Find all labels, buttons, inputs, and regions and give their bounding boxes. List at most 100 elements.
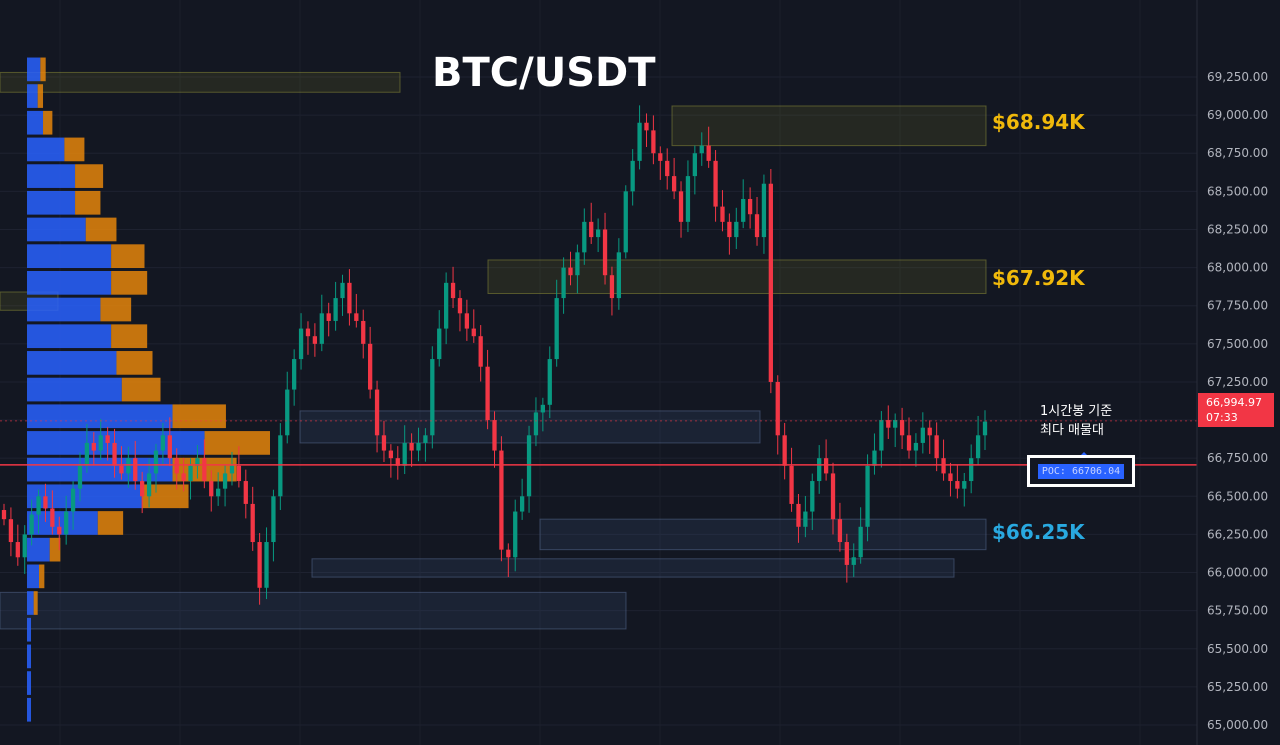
candle-body <box>471 328 476 337</box>
candle-body <box>167 435 172 459</box>
candle-body <box>160 435 166 451</box>
vp-bar-up <box>27 217 86 242</box>
candle-body <box>782 435 787 466</box>
candle-body <box>844 542 849 565</box>
vp-bar-up <box>27 351 117 375</box>
candle-body <box>526 435 532 497</box>
candle-body <box>340 282 345 299</box>
vp-bar-down <box>75 164 104 188</box>
y-tick-label: 68,000.00 <box>1207 261 1268 275</box>
candle-body <box>361 320 366 344</box>
candle-body <box>354 313 359 321</box>
price-axis[interactable]: 69,250.00 69,000.00 68,750.00 68,500.00 68,2… <box>1196 0 1268 745</box>
vp-bar-down <box>40 57 46 82</box>
vp-bar-up <box>27 190 76 215</box>
candle-body <box>982 421 988 436</box>
candle-body <box>865 465 870 527</box>
candle-body <box>257 542 262 588</box>
candle-body <box>430 359 435 436</box>
candle-body <box>36 496 41 515</box>
candle-body <box>561 267 566 299</box>
vp-bar-down <box>172 404 226 429</box>
vp-bar-up <box>27 164 76 188</box>
candle-body <box>969 458 974 482</box>
candle-body <box>153 450 159 474</box>
vp-bar-up <box>27 324 112 349</box>
candle-body <box>906 435 912 451</box>
vp-bar-down <box>111 324 148 349</box>
candle-body <box>699 145 704 154</box>
vp-bar-down <box>75 190 101 215</box>
candle-body <box>298 328 304 360</box>
candle-body <box>927 427 932 436</box>
vp-bar-down <box>116 351 153 375</box>
candle-body <box>84 442 90 466</box>
vp-bar-down <box>100 297 132 322</box>
candle-body <box>837 519 843 543</box>
zone-box <box>671 105 987 147</box>
vp-bar-down <box>43 110 53 135</box>
y-tick-label: 65,000.00 <box>1207 718 1268 732</box>
vp-bar-down <box>204 431 270 455</box>
vp-bar-down <box>111 270 148 295</box>
candle-body <box>450 282 456 299</box>
y-tick-label: 65,250.00 <box>1207 680 1268 694</box>
candle-body <box>347 282 352 314</box>
candle-body <box>789 465 794 504</box>
vp-bar-up <box>27 244 112 268</box>
candle-body <box>720 206 725 222</box>
candle-body <box>810 481 815 512</box>
level-label-bottom: $66.25K <box>992 520 1085 545</box>
y-tick-label: 65,750.00 <box>1207 604 1268 618</box>
candle-body <box>485 366 490 421</box>
vp-bar-up <box>27 84 38 108</box>
candle-body <box>589 221 594 238</box>
vp-bar-up <box>27 57 41 82</box>
candle-body <box>651 130 656 154</box>
candle-body <box>250 503 255 543</box>
candle-body <box>202 458 207 482</box>
candle-body <box>29 514 34 535</box>
vp-bar-down <box>39 564 45 589</box>
candle-body <box>817 458 822 482</box>
candle-body <box>823 458 829 474</box>
candle-body <box>630 160 635 192</box>
y-tick-label: 68,500.00 <box>1207 184 1268 198</box>
zone-box <box>539 518 987 551</box>
y-tick-label: 67,250.00 <box>1207 375 1268 389</box>
candle-body <box>333 298 338 321</box>
candle-body <box>423 435 428 443</box>
vp-bar-up <box>27 484 142 509</box>
candle-body <box>457 298 463 314</box>
candle-body <box>112 442 117 466</box>
zone-box <box>0 591 627 630</box>
candle-countdown: 07:33 <box>1206 411 1238 424</box>
annotation-line-1: 1시간봉 기준 <box>1040 404 1113 419</box>
y-tick-label: 69,250.00 <box>1207 70 1268 84</box>
vp-bar-up <box>27 137 65 162</box>
candle-body <box>803 511 808 527</box>
candle-body <box>858 526 863 558</box>
candle-body <box>22 534 27 558</box>
candle-body <box>146 473 152 497</box>
candle-body <box>941 458 946 474</box>
candle-body <box>913 442 919 451</box>
vp-bar-up <box>27 270 112 295</box>
candle-body <box>796 503 801 527</box>
candle-body <box>140 481 145 497</box>
zone-boxes <box>0 71 987 630</box>
candle-body <box>665 160 670 177</box>
y-tick-label: 68,250.00 <box>1207 222 1268 236</box>
candle-body <box>478 336 483 367</box>
candle-body <box>271 496 276 543</box>
candle-body <box>1 510 7 520</box>
candle-body <box>775 381 780 436</box>
candle-body <box>519 496 525 512</box>
candle-body <box>671 176 677 192</box>
candle-body <box>402 442 407 466</box>
candle-body <box>119 465 124 474</box>
candle-body <box>747 198 753 215</box>
y-tick-label: 69,000.00 <box>1207 108 1268 122</box>
y-tick-label: 66,000.00 <box>1207 566 1268 580</box>
